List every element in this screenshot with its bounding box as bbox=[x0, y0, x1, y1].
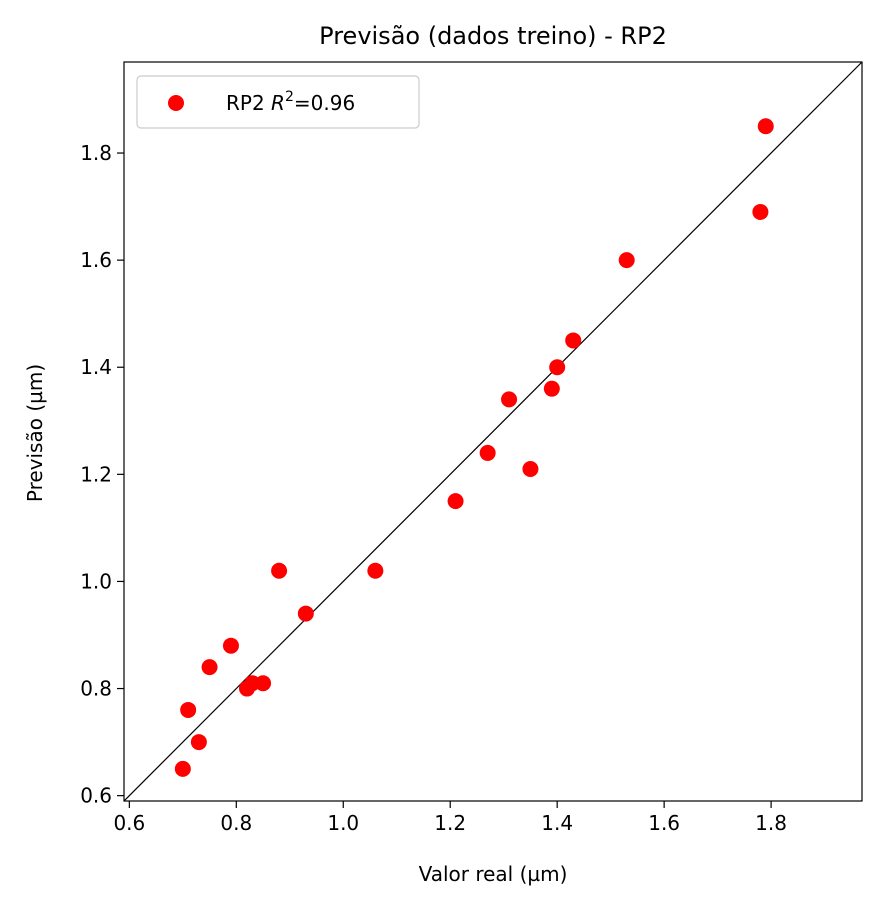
identity-line bbox=[123, 61, 863, 802]
x-tick-label: 1.4 bbox=[541, 811, 573, 835]
plot-area bbox=[123, 61, 863, 802]
x-tick-label: 1.6 bbox=[648, 811, 680, 835]
y-axis-ticks: 0.6 0.8 1.0 1.2 1.4 1.6 1.8 bbox=[80, 141, 124, 808]
data-point bbox=[522, 460, 539, 477]
data-point bbox=[447, 493, 464, 510]
legend: RP2 R2=0.96 bbox=[136, 75, 420, 129]
data-point bbox=[271, 562, 288, 579]
y-tick-label: 1.4 bbox=[80, 355, 112, 379]
data-point bbox=[174, 760, 191, 777]
x-axis-ticks: 0.6 0.8 1.0 1.2 1.4 1.6 1.8 bbox=[113, 801, 787, 835]
legend-box bbox=[136, 75, 420, 129]
y-tick-label: 1.6 bbox=[80, 248, 112, 272]
y-tick-label: 1.2 bbox=[80, 462, 112, 486]
legend-label-sup: 2 bbox=[285, 89, 294, 105]
x-tick-label: 0.8 bbox=[220, 811, 252, 835]
legend-label-r: R bbox=[271, 91, 285, 115]
data-point bbox=[752, 203, 769, 220]
x-axis-label: Valor real (µm) bbox=[419, 862, 568, 886]
data-points bbox=[174, 118, 774, 777]
y-tick-label: 1.8 bbox=[80, 141, 112, 165]
data-point bbox=[201, 659, 218, 676]
data-point bbox=[501, 391, 518, 408]
y-axis-label: Previsão (µm) bbox=[23, 364, 47, 502]
legend-label-prefix: RP2 bbox=[226, 91, 271, 115]
data-point bbox=[479, 444, 496, 461]
data-point bbox=[565, 332, 582, 349]
data-point bbox=[549, 359, 566, 376]
legend-label-suffix: =0.96 bbox=[294, 91, 355, 115]
data-point bbox=[297, 605, 314, 622]
y-tick-label: 0.8 bbox=[80, 677, 112, 701]
chart-title: Previsão (dados treino) - RP2 bbox=[319, 22, 667, 50]
x-tick-label: 1.2 bbox=[434, 811, 466, 835]
plot-frame bbox=[123, 61, 863, 802]
data-point bbox=[543, 380, 560, 397]
x-tick-label: 1.0 bbox=[327, 811, 359, 835]
data-point bbox=[190, 734, 207, 751]
data-point bbox=[180, 701, 197, 718]
legend-marker bbox=[168, 95, 184, 111]
data-point bbox=[222, 637, 239, 654]
x-tick-label: 1.8 bbox=[755, 811, 787, 835]
data-point bbox=[255, 675, 272, 692]
data-point bbox=[618, 252, 635, 269]
x-tick-label: 0.6 bbox=[113, 811, 145, 835]
legend-label: RP2 R2=0.96 bbox=[226, 89, 355, 115]
y-tick-label: 1.0 bbox=[80, 569, 112, 593]
y-tick-label: 0.6 bbox=[80, 784, 112, 808]
data-point bbox=[757, 118, 774, 135]
data-point bbox=[367, 562, 384, 579]
